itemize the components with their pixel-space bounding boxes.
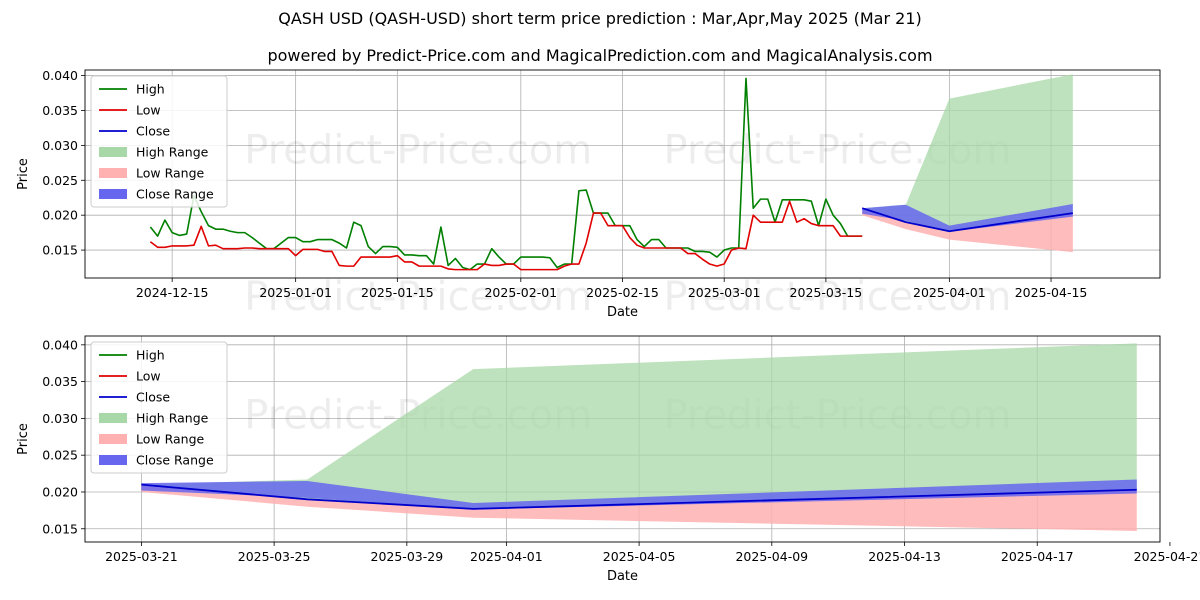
- chart-title: QASH USD (QASH-USD) short term price pre…: [278, 9, 922, 28]
- watermark-text: Predict-Price.com: [244, 274, 592, 320]
- x-tick-label: 2025-04-09: [735, 549, 808, 564]
- plot-frame: [84, 335, 1161, 543]
- y-tick-label: 0.035: [42, 103, 78, 118]
- legend-label: Close: [136, 390, 170, 405]
- low-range-band: [141, 484, 1137, 531]
- x-tick-label: 2025-03-01: [688, 285, 761, 300]
- y-tick-label: 0.030: [42, 138, 78, 153]
- x-tick-label: 2025-04-01: [470, 549, 543, 564]
- close-range-band: [141, 479, 1137, 510]
- chart-panel-1: Predict-Price.com Predict-Price.com Predic…: [16, 68, 1161, 320]
- legend-label: Low Range: [136, 166, 205, 181]
- legend-swatch-patch: [99, 455, 127, 465]
- watermark-text: Predict-Price.com: [664, 274, 1012, 320]
- legend: High Low Close High Range Low Range Close Ran…: [90, 341, 228, 474]
- x-axis-label: Date: [607, 569, 638, 584]
- x-tick-label: 2025-01-01: [259, 285, 332, 300]
- legend-swatch-patch: [99, 413, 127, 423]
- x-tick-label: 2024-12-15: [136, 285, 209, 300]
- x-tick-label: 2025-04-17: [1001, 549, 1074, 564]
- x-tick-label: 2025-02-01: [484, 285, 557, 300]
- legend-label: Close Range: [136, 453, 214, 468]
- legend-label: Low Range: [136, 432, 205, 447]
- y-tick-label: 0.040: [42, 68, 78, 83]
- plot-area: [141, 343, 1137, 531]
- x-tick-label: 2025-04-13: [868, 549, 941, 564]
- x-tick-label: 2025-04-01: [913, 285, 986, 300]
- x-tick-label: 2025-03-25: [238, 549, 311, 564]
- legend-swatch-patch: [99, 147, 127, 157]
- y-axis-label: Price: [16, 158, 31, 190]
- y-tick-label: 0.020: [42, 484, 78, 499]
- legend-label: Low: [136, 369, 161, 384]
- chart-panel-2: Predict-Price.comPredict-Price.com2025-0…: [16, 335, 1200, 584]
- close-range-band: [862, 204, 1073, 232]
- x-tick-label: 2025-04-21: [1134, 549, 1200, 564]
- y-tick-label: 0.025: [42, 173, 78, 188]
- legend-label: High: [136, 82, 165, 97]
- legend: High Low Close High Range Low Range Close Ran…: [90, 75, 228, 208]
- x-tick-label: 2025-03-15: [790, 285, 863, 300]
- x-tick-label: 2025-03-21: [105, 549, 178, 564]
- x-tick-label: 2025-01-15: [361, 285, 434, 300]
- y-tick-label: 0.030: [42, 411, 78, 426]
- legend-label: High Range: [136, 411, 209, 426]
- legend-label: High Range: [136, 145, 209, 160]
- y-tick-label: 0.015: [42, 243, 78, 258]
- x-tick-label: 2025-03-29: [371, 549, 444, 564]
- high-series-line: [149, 77, 863, 271]
- x-tick-label: 2025-02-15: [586, 285, 659, 300]
- legend-swatch-patch: [99, 189, 127, 199]
- chart-subtitle: powered by Predict-Price.com and Magical…: [267, 46, 933, 65]
- x-tick-label: 2025-04-05: [603, 549, 676, 564]
- high-range-band: [141, 343, 1137, 509]
- y-axis-label: Price: [16, 423, 31, 455]
- low-series-line: [149, 200, 863, 271]
- x-axis-label: Date: [607, 305, 638, 320]
- legend-label: Close: [136, 124, 170, 139]
- y-tick-label: 0.040: [42, 337, 78, 352]
- plot-area: [149, 74, 1073, 271]
- legend-label: High: [136, 348, 165, 363]
- low-range-band: [862, 208, 1073, 253]
- y-tick-label: 0.035: [42, 374, 78, 389]
- legend-swatch-patch: [99, 168, 127, 178]
- y-tick-label: 0.025: [42, 448, 78, 463]
- y-tick-label: 0.015: [42, 521, 78, 536]
- x-tick-label: 2025-04-15: [1015, 285, 1088, 300]
- legend-swatch-patch: [99, 434, 127, 444]
- legend-label: Low: [136, 103, 161, 118]
- close-series-line: [861, 207, 1073, 233]
- high-range-band: [862, 74, 1073, 232]
- y-tick-label: 0.020: [42, 208, 78, 223]
- watermark-text: Predict-Price.com: [244, 128, 592, 174]
- close-series-line: [141, 483, 1137, 510]
- legend-label: Close Range: [136, 187, 214, 202]
